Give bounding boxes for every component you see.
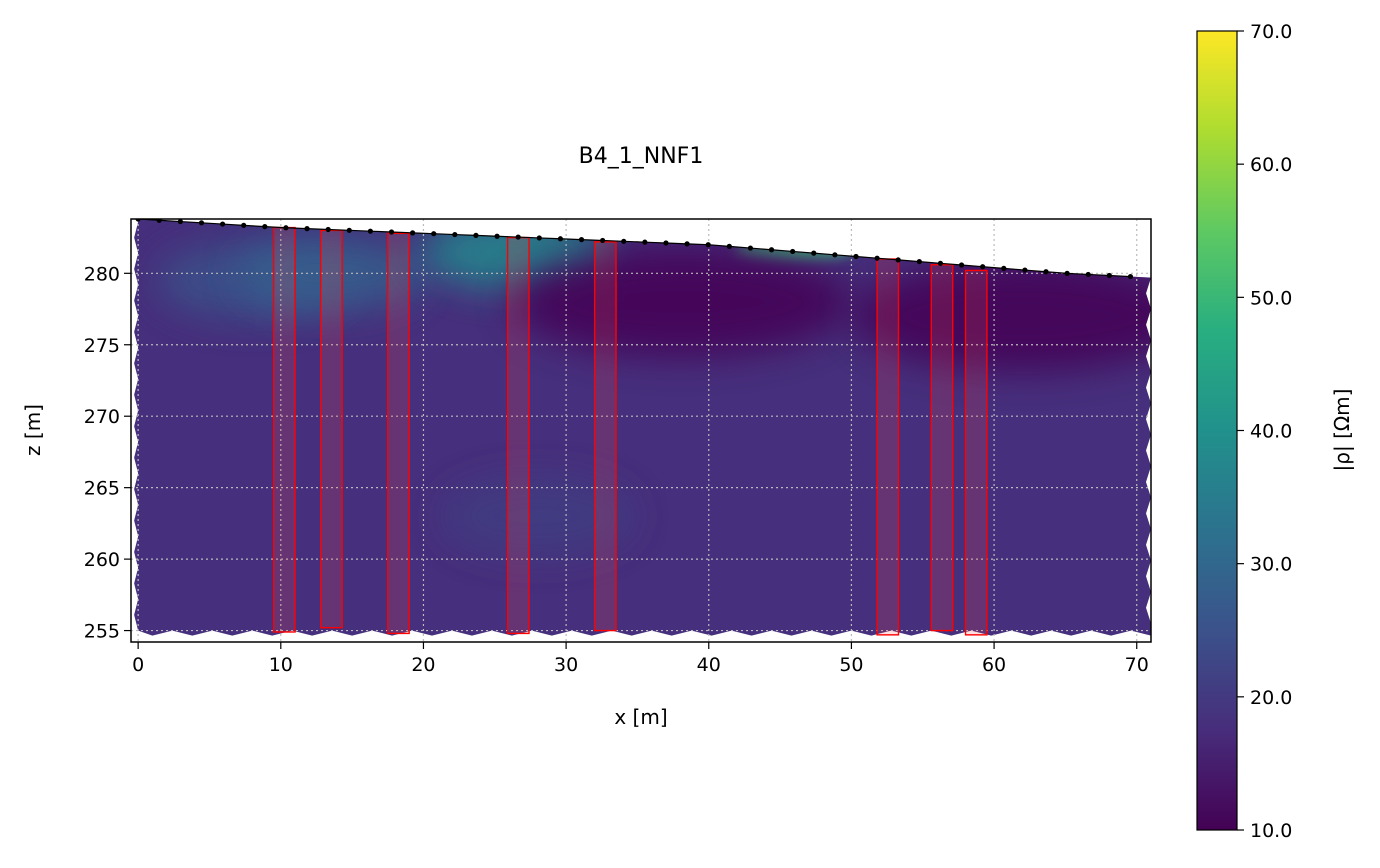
- electrode: [811, 250, 817, 256]
- electrode: [980, 264, 986, 270]
- colorbar-tick-label: 70.0: [1250, 21, 1292, 43]
- borehole: [964, 269, 988, 636]
- y-tick-label: 275: [84, 335, 120, 357]
- electrode: [1064, 270, 1070, 276]
- electrode: [684, 241, 690, 247]
- electrode: [832, 252, 838, 258]
- y-axis-label: z [m]: [21, 404, 45, 456]
- x-tick-label: 0: [132, 654, 144, 676]
- electrode: [536, 235, 542, 241]
- borehole: [506, 236, 530, 635]
- y-tick-label: 260: [84, 549, 120, 571]
- electrode: [853, 253, 859, 260]
- electrode: [1106, 272, 1112, 279]
- electrode: [473, 232, 479, 238]
- electrode: [494, 233, 500, 239]
- electrode: [874, 255, 880, 261]
- x-tick-label: 70: [1125, 654, 1149, 676]
- electrode: [958, 262, 965, 268]
- electrode: [705, 242, 711, 248]
- electrode: [663, 240, 669, 246]
- y-tick-label: 255: [84, 621, 120, 643]
- x-axis-ticks: 0 10 20 30 40 50 60 70: [132, 642, 1149, 676]
- electrode: [388, 229, 395, 235]
- colorbar-tick-label: 20.0: [1250, 687, 1292, 709]
- colorbar-tick-label: 30.0: [1250, 554, 1292, 576]
- electrode: [219, 221, 226, 227]
- electrode: [515, 234, 521, 240]
- electrode: [325, 226, 331, 233]
- boreholes: [272, 226, 988, 636]
- electrode: [452, 231, 458, 238]
- borehole: [387, 232, 410, 635]
- electrodes: [135, 219, 1134, 280]
- x-axis-label: x [m]: [614, 705, 667, 729]
- electrode: [1022, 267, 1028, 273]
- electrode: [895, 257, 901, 263]
- chart-title: B4_1_NNF1: [579, 144, 704, 169]
- electrode: [177, 219, 183, 225]
- surface-line: [138, 219, 1131, 278]
- electrode: [642, 239, 648, 245]
- electrode: [241, 222, 247, 228]
- electrode: [621, 238, 627, 244]
- electrode: [283, 225, 289, 231]
- electrode: [937, 260, 944, 266]
- resistivity-anomaly: [442, 478, 633, 555]
- electrode: [1085, 271, 1091, 278]
- y-tick-label: 280: [84, 263, 120, 285]
- colorbar-ticks: 10.0 20.0 30.0 40.0 50.0 60.0 70.0: [1237, 21, 1292, 842]
- electrode: [1127, 273, 1134, 280]
- electrode: [557, 236, 563, 242]
- y-tick-label: 270: [84, 406, 120, 428]
- electrode: [367, 228, 373, 234]
- colorbar-gradient: [1196, 30, 1238, 831]
- colorbar-label: |ρ| [Ωm]: [1330, 389, 1354, 472]
- y-axis-ticks: 255 260 265 270 275 280: [84, 263, 131, 643]
- grid-lines: [131, 219, 1151, 642]
- x-tick-label: 60: [982, 654, 1006, 676]
- colorbar: 10.0 20.0 30.0 40.0 50.0 60.0 70.0 |ρ| [Ωm]: [1196, 21, 1354, 842]
- colorbar-tick-label: 50.0: [1250, 287, 1292, 309]
- electrode: [747, 245, 754, 251]
- electrode: [198, 220, 205, 226]
- electrode: [916, 258, 922, 265]
- borehole: [876, 258, 900, 636]
- resistivity-anomaly: [235, 235, 426, 312]
- electrode: [600, 237, 606, 244]
- electrode: [790, 248, 796, 255]
- electrode: [156, 219, 162, 223]
- plot-area: [131, 219, 1151, 642]
- x-tick-label: 10: [269, 654, 293, 676]
- electrode: [1001, 265, 1007, 271]
- electrode: [578, 237, 585, 243]
- electrode: [262, 224, 268, 230]
- borehole: [930, 264, 954, 632]
- electrode: [431, 231, 437, 237]
- electrode: [768, 247, 775, 253]
- y-tick-label: 265: [84, 478, 120, 500]
- electrode: [410, 230, 416, 236]
- borehole: [593, 241, 617, 632]
- plot-frame: [130, 218, 1152, 643]
- colorbar-tick-label: 60.0: [1250, 154, 1292, 176]
- electrode: [304, 226, 310, 232]
- colorbar-tick-label: 40.0: [1250, 421, 1292, 443]
- borehole: [320, 229, 343, 629]
- colorbar-tick-label: 10.0: [1250, 820, 1292, 842]
- electrode: [726, 243, 732, 249]
- electrode: [346, 227, 352, 233]
- resistivity-anomaly: [510, 246, 851, 357]
- electrode: [1043, 269, 1049, 275]
- x-tick-label: 40: [697, 654, 721, 676]
- x-tick-label: 50: [839, 654, 863, 676]
- borehole: [272, 226, 296, 633]
- x-tick-label: 30: [554, 654, 578, 676]
- x-tick-label: 20: [411, 654, 435, 676]
- resistivity-anomaly: [852, 261, 1151, 372]
